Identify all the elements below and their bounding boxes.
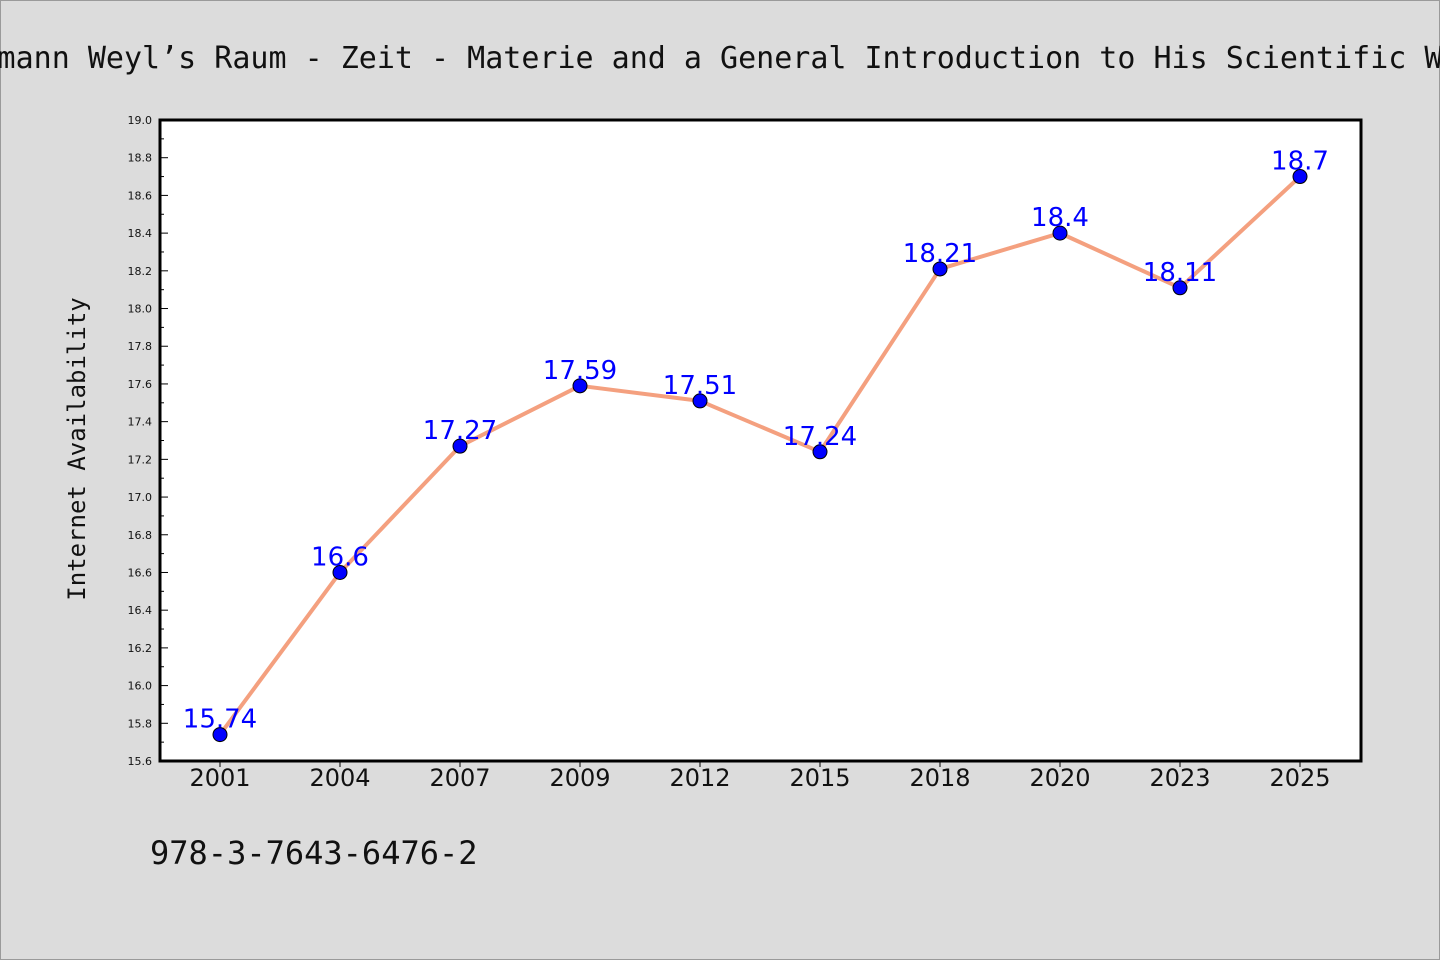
x-tick-label: 2020 bbox=[1029, 764, 1090, 792]
series-line-path bbox=[218, 174, 1302, 737]
x-tick-label: 2009 bbox=[549, 764, 610, 792]
chart-title: Hermann Weyl’s Raum - Zeit - Materie and… bbox=[0, 41, 1440, 76]
y-tick-label: 18.2 bbox=[128, 265, 153, 278]
data-point bbox=[812, 444, 828, 460]
data-point bbox=[692, 393, 708, 409]
x-tick-label: 2007 bbox=[429, 764, 490, 792]
y-tick-label: 18.0 bbox=[128, 303, 153, 316]
x-axis: 2001 2004 2007 2009 2012 2015 2018 2020 2023 2025 bbox=[189, 761, 1331, 792]
data-point bbox=[452, 438, 468, 454]
y-tick-label: 16.8 bbox=[128, 529, 153, 542]
y-tick-label: 18.8 bbox=[128, 152, 153, 165]
y-tick-label: 17.6 bbox=[128, 378, 153, 391]
data-point bbox=[332, 564, 348, 580]
data-label: 15.74 bbox=[183, 705, 257, 735]
data-label: 18.21 bbox=[903, 239, 977, 269]
data-point bbox=[1172, 280, 1188, 296]
data-point bbox=[1052, 225, 1068, 241]
data-label: 18.7 bbox=[1271, 147, 1329, 177]
y-tick-label: 19.0 bbox=[128, 114, 153, 127]
x-tick-label: 2023 bbox=[1149, 764, 1210, 792]
data-label: 17.51 bbox=[663, 371, 737, 401]
x-tick-label: 2004 bbox=[309, 764, 370, 792]
y-tick-label: 16.0 bbox=[128, 680, 153, 693]
data-label: 18.11 bbox=[1143, 258, 1217, 288]
data-point bbox=[932, 261, 948, 277]
y-tick-label: 18.6 bbox=[128, 189, 153, 202]
data-label: 18.4 bbox=[1031, 203, 1089, 233]
data-label: 16.6 bbox=[311, 542, 369, 572]
data-point bbox=[212, 727, 228, 743]
series-line bbox=[218, 174, 1302, 737]
y-tick-label: 17.8 bbox=[128, 340, 153, 353]
y-tick-label: 15.6 bbox=[128, 755, 153, 768]
y-tick-label: 17.0 bbox=[128, 491, 153, 504]
x-tick-label: 2015 bbox=[789, 764, 850, 792]
x-tick-label: 2012 bbox=[669, 764, 730, 792]
data-point bbox=[572, 378, 588, 394]
y-tick-label: 16.6 bbox=[128, 566, 153, 579]
y-tick-label: 17.4 bbox=[128, 416, 153, 429]
data-label: 17.59 bbox=[543, 356, 617, 386]
data-label: 17.27 bbox=[423, 416, 497, 446]
y-axis-label: Internet Availability bbox=[63, 297, 91, 600]
x-tick-label: 2001 bbox=[189, 764, 250, 792]
data-points bbox=[212, 169, 1308, 743]
y-axis: 15.6 15.8 16.0 16.2 16.4 16.6 16.8 17.0 17.2 17.4… bbox=[128, 114, 168, 768]
data-point bbox=[1292, 169, 1308, 185]
y-tick-label: 16.2 bbox=[128, 642, 153, 655]
y-tick-label: 16.4 bbox=[128, 604, 153, 617]
y-tick-label: 17.2 bbox=[128, 453, 153, 466]
plot-area bbox=[158, 118, 1363, 763]
data-label: 17.24 bbox=[783, 422, 857, 452]
x-tick-label: 2025 bbox=[1269, 764, 1330, 792]
y-tick-label: 18.4 bbox=[128, 227, 153, 240]
data-labels: 15.74 16.6 17.27 17.59 17.51 17.24 18.21 18.4 18… bbox=[183, 147, 1329, 735]
x-tick-label: 2018 bbox=[909, 764, 970, 792]
isbn-text: 978-3-7643-6476-2 bbox=[150, 834, 478, 872]
y-tick-label: 15.8 bbox=[128, 717, 153, 730]
